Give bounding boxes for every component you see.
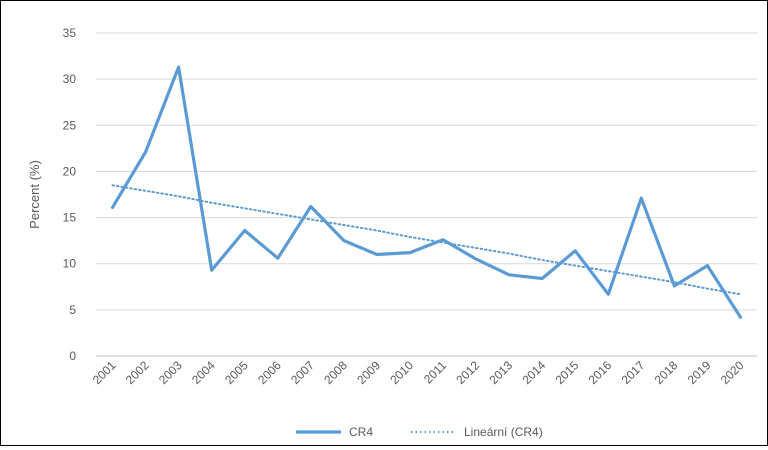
series-lines (110, 65, 743, 319)
x-tick-label: 2002 (123, 358, 152, 387)
x-tick-label: 2004 (189, 358, 218, 387)
y-tick-label: 5 (69, 303, 76, 317)
y-axis-label: Percent (%) (27, 160, 42, 229)
x-tick-label: 2013 (486, 358, 515, 387)
x-axis-tick-labels: 2001 2002 2003 2004 2005 2006 2007 2008 2009 2010… (90, 358, 747, 387)
x-tick-label: 2001 (90, 358, 119, 387)
gridlines (96, 32, 757, 357)
y-tick-label: 0 (69, 349, 76, 363)
x-tick-label: 2006 (255, 358, 284, 387)
x-tick-label: 2011 (421, 358, 449, 386)
x-tick-label: 2018 (652, 358, 681, 387)
x-tick-label: 2019 (685, 358, 714, 387)
x-tick-label: 2015 (553, 358, 582, 387)
trendline-series (111, 184, 742, 296)
cr4-series-line (110, 65, 743, 319)
x-tick-label: 2003 (156, 358, 185, 387)
x-tick-label: 2008 (321, 358, 350, 387)
x-tick-label: 2014 (520, 358, 549, 387)
y-tick-label: 10 (63, 257, 77, 271)
x-tick-label: 2016 (586, 358, 615, 387)
x-tick-label: 2017 (619, 358, 648, 387)
y-tick-label: 20 (63, 164, 77, 178)
legend: CR4 Lineární (CR4) (296, 425, 543, 439)
y-axis-tick-labels: 0 5 10 15 20 25 30 35 (63, 26, 77, 363)
x-tick-label: 2005 (222, 358, 251, 387)
y-tick-label: 35 (63, 26, 77, 40)
x-tick-label: 2007 (288, 358, 317, 387)
x-tick-label: 2009 (354, 358, 383, 387)
y-tick-label: 30 (63, 72, 77, 86)
x-tick-label: 2020 (718, 358, 747, 387)
y-tick-label: 25 (63, 118, 77, 132)
legend-label-trend: Lineární (CR4) (464, 425, 543, 439)
legend-label-cr4: CR4 (349, 425, 373, 439)
x-tick-label: 2012 (453, 358, 482, 387)
x-tick-label: 2010 (387, 358, 416, 387)
y-tick-label: 15 (63, 211, 77, 225)
